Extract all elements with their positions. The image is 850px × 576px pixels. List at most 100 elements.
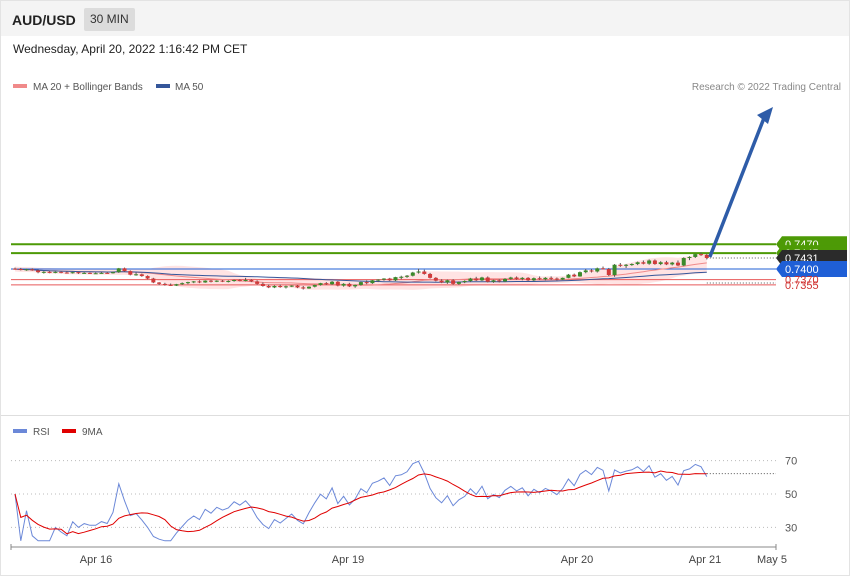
candle (670, 261, 675, 266)
candle-body (664, 262, 669, 265)
candles (13, 252, 709, 290)
candle (295, 284, 300, 289)
candle (347, 282, 352, 288)
candle (514, 276, 519, 280)
candle (641, 260, 646, 265)
candle (474, 276, 479, 282)
candle-body (209, 280, 214, 282)
candle-body (111, 272, 116, 274)
candle-body (566, 274, 571, 278)
candle-body (59, 271, 64, 273)
candle (168, 283, 173, 286)
candle-body (295, 285, 300, 288)
candle-body (185, 282, 190, 284)
candle-body (704, 254, 709, 259)
candle-body (491, 280, 496, 282)
candle (572, 273, 577, 278)
candle (30, 268, 35, 271)
x-tick-label: Apr 20 (561, 554, 593, 566)
candle (577, 271, 582, 277)
candle (485, 276, 490, 283)
candle-body (341, 283, 346, 286)
candle (335, 281, 340, 287)
candle-body (30, 269, 35, 271)
candle (24, 268, 29, 271)
candle (537, 276, 542, 280)
candle-body (543, 277, 548, 280)
candle (214, 280, 219, 283)
timeframe-button[interactable]: 30 MIN (84, 8, 135, 31)
candle (174, 283, 179, 286)
candle (664, 260, 669, 266)
level-tag-3 (776, 261, 847, 277)
candle-body (451, 280, 456, 284)
candle (111, 271, 116, 274)
candle (255, 280, 260, 285)
candle (387, 277, 392, 282)
candle-body (526, 277, 531, 281)
ma50-legend-label: MA 50 (175, 82, 204, 93)
candle (232, 279, 237, 282)
candle (139, 273, 144, 277)
candle (47, 271, 52, 274)
candle (324, 282, 329, 285)
candle (543, 277, 548, 281)
candle (416, 268, 421, 274)
candle-body (220, 280, 225, 282)
candle (278, 284, 283, 288)
candle (549, 276, 554, 280)
x-tick-label: Apr 19 (332, 554, 364, 566)
level-label-5: 0.7355 (785, 280, 819, 292)
candle-body (197, 281, 202, 283)
candle-body (255, 281, 260, 284)
candle-body (399, 276, 404, 278)
rsi-tick-70: 70 (785, 456, 797, 468)
candle (191, 281, 196, 284)
candle (289, 285, 294, 288)
candle (370, 279, 375, 284)
candle (422, 269, 427, 275)
candle (353, 284, 358, 288)
candle-body (260, 283, 265, 286)
candle (237, 279, 242, 282)
candle-body (318, 283, 323, 285)
rsi-legend-swatch (13, 429, 27, 433)
ma20-legend-swatch (13, 84, 27, 88)
x-tick-label: May 5 (757, 554, 787, 566)
candle-body (554, 278, 559, 280)
candle (220, 279, 225, 283)
candle-body (203, 280, 208, 283)
candle-body (612, 264, 617, 276)
candle-body (128, 271, 133, 275)
candle (589, 269, 594, 273)
candle-body (214, 280, 219, 282)
candle-body (134, 274, 139, 276)
candle (583, 269, 588, 274)
candle (105, 271, 110, 274)
candle (693, 253, 698, 259)
candle (70, 271, 75, 274)
candle (93, 272, 98, 275)
candle (624, 264, 629, 268)
candle (647, 259, 652, 265)
candle-body (18, 269, 23, 271)
candle (162, 282, 167, 286)
candle (503, 278, 508, 283)
candle-body (514, 277, 519, 279)
candle-body (583, 270, 588, 273)
candle (399, 275, 404, 280)
candle (185, 281, 190, 285)
candle (249, 279, 254, 283)
candle-body (162, 283, 167, 285)
candle (526, 277, 531, 282)
candle-body (428, 273, 433, 278)
candle-body (70, 272, 75, 274)
ma9-legend-label: 9MA (82, 427, 103, 438)
candle (462, 280, 467, 284)
candle-body (520, 277, 525, 279)
candle-body (266, 285, 271, 288)
candle (658, 261, 663, 266)
candle-body (364, 282, 369, 284)
